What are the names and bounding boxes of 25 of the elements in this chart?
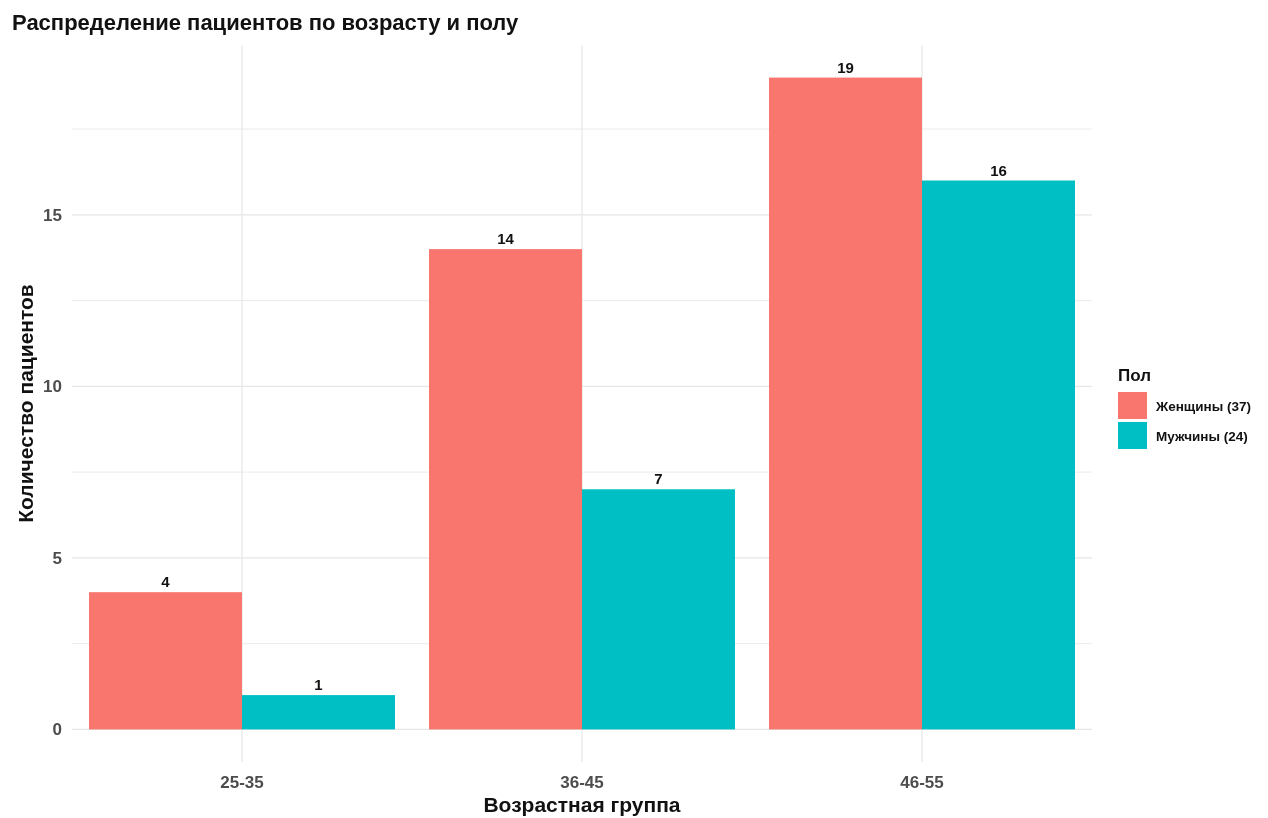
bar <box>922 180 1075 730</box>
bar <box>769 77 922 730</box>
data-label: 7 <box>654 470 663 488</box>
legend-title: Пол <box>1118 366 1151 385</box>
data-label: 4 <box>161 573 171 591</box>
legend-label: Женщины (37) <box>1155 398 1251 414</box>
x-tick-label: 36-45 <box>560 773 604 792</box>
y-tick-label: 15 <box>43 205 62 225</box>
bar <box>429 249 582 730</box>
data-label: 1 <box>314 676 323 694</box>
bar <box>582 489 735 730</box>
data-label: 14 <box>497 230 515 248</box>
y-tick-label: 0 <box>52 720 62 740</box>
x-tick-label: 46-55 <box>900 773 944 792</box>
legend-label: Мужчины (24) <box>1156 428 1248 444</box>
x-tick-label: 25-35 <box>220 773 264 792</box>
y-axis-title: Количество пациентов <box>14 284 37 523</box>
chart-title: Распределение пациентов по возрасту и полу <box>12 10 519 35</box>
x-axis-title: Возрастная группа <box>483 793 681 816</box>
bar <box>89 592 242 730</box>
y-tick-label: 5 <box>52 548 62 568</box>
data-label: 19 <box>837 58 854 76</box>
bar <box>242 695 395 730</box>
y-tick-label: 10 <box>43 377 62 397</box>
data-label: 16 <box>990 161 1007 179</box>
